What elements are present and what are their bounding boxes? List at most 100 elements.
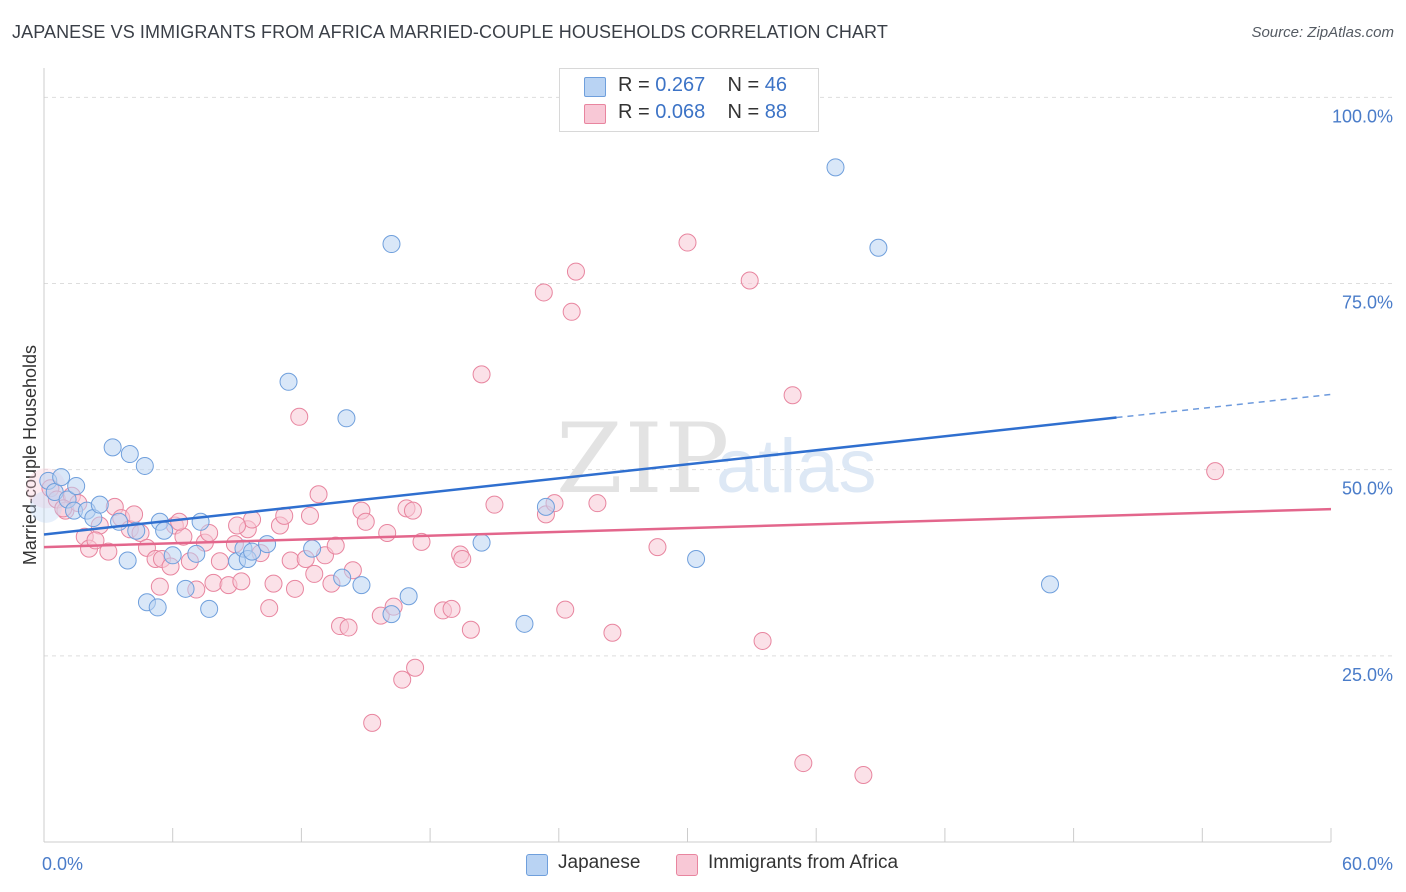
data-point-africa [150, 577, 169, 596]
data-point-africa [472, 365, 491, 384]
data-point-japanese [536, 497, 555, 516]
data-point-japanese [303, 539, 322, 558]
data-point-japanese [472, 533, 491, 552]
data-point-africa [1206, 462, 1225, 481]
legend-label-japanese: Japanese [558, 852, 641, 873]
data-point-japanese [382, 605, 401, 624]
data-point-africa [378, 523, 397, 542]
data-point-africa [339, 618, 358, 637]
watermark-zip: ZIP [556, 403, 731, 515]
trend-line-japanese-extension [1116, 393, 1332, 419]
data-point-japanese [155, 521, 174, 540]
legend-r-japanese: 0.267 [655, 74, 706, 96]
data-point-africa [562, 302, 581, 321]
data-point-japanese [127, 521, 146, 540]
data-point-japanese [163, 546, 182, 565]
data-point-africa [170, 512, 189, 531]
stats-legend: R = 0.267 N = 46 R = 0.068 N = 88 [559, 68, 819, 132]
data-point-japanese [258, 535, 277, 554]
data-point-japanese [337, 409, 356, 428]
data-point-africa [603, 623, 622, 642]
legend-swatch-japanese [584, 77, 606, 97]
watermark: ZIP atlas [556, 403, 877, 515]
chart-title: JAPANESE VS IMMIGRANTS FROM AFRICA MARRI… [12, 22, 888, 42]
data-point-japanese [352, 576, 371, 595]
source-credit: Source: ZipAtlas.com [1251, 24, 1394, 41]
data-point-africa [260, 599, 279, 618]
data-point-japanese [1041, 575, 1060, 594]
data-point-africa [264, 574, 283, 593]
data-point-africa [363, 713, 382, 732]
trend-line-japanese [43, 416, 1117, 536]
data-point-africa [356, 512, 375, 531]
data-point-japanese [869, 238, 888, 257]
data-point-africa [485, 495, 504, 514]
data-point-africa [556, 600, 575, 619]
data-point-japanese [67, 477, 86, 496]
y-tick-labels: 100.0% 75.0% 50.0% 25.0% [1332, 106, 1393, 684]
legend-r-africa: 0.068 [655, 101, 706, 123]
gridlines [44, 96, 1392, 657]
data-point-japanese [515, 614, 534, 633]
data-point-africa [406, 658, 425, 677]
trend-line-africa [43, 507, 1332, 549]
data-point-japanese [187, 544, 206, 563]
data-point-japanese [135, 456, 154, 475]
legend-swatch-japanese [526, 854, 548, 876]
data-point-africa [442, 599, 461, 618]
data-point-africa [648, 538, 667, 557]
legend-n-label: N = [727, 101, 760, 123]
data-point-japanese [148, 598, 167, 617]
legend-n-japanese: 46 [764, 74, 788, 96]
series-japanese-points [30, 158, 1060, 633]
legend-r-label: R = [618, 101, 650, 123]
data-point-africa [588, 494, 607, 513]
data-point-japanese [382, 235, 401, 254]
data-point-japanese [826, 158, 845, 177]
data-point-africa [125, 505, 144, 524]
data-point-japanese [103, 438, 122, 457]
x-tick-labels: 0.0% 60.0% [42, 854, 1393, 874]
data-point-africa [753, 631, 772, 650]
data-point-africa [412, 532, 431, 551]
data-point-africa [566, 262, 585, 281]
data-point-japanese [90, 495, 109, 514]
data-point-japanese [118, 551, 137, 570]
data-point-africa [290, 407, 309, 426]
data-point-japanese [176, 579, 195, 598]
data-point-africa [305, 564, 324, 583]
series-legend: Japanese Immigrants from Africa [0, 852, 1406, 878]
y-tick-label: 25.0% [1342, 665, 1393, 685]
y-tick-label: 100.0% [1332, 106, 1393, 126]
data-point-africa [453, 550, 472, 569]
legend-n-africa: 88 [764, 101, 788, 123]
data-point-africa [285, 579, 304, 598]
data-point-japanese [120, 445, 139, 464]
legend-swatch-africa [584, 104, 606, 124]
data-point-africa [204, 573, 223, 592]
data-point-africa [461, 620, 480, 639]
data-point-africa [854, 765, 873, 784]
data-point-africa [678, 233, 697, 252]
data-point-africa [393, 670, 412, 689]
data-point-africa [99, 542, 118, 561]
watermark-atlas: atlas [716, 424, 877, 509]
trend-lines [43, 393, 1332, 549]
data-point-africa [210, 552, 229, 571]
data-point-africa [228, 516, 247, 535]
data-point-africa [232, 572, 251, 591]
y-tick-label: 75.0% [1342, 293, 1393, 313]
data-point-japanese [687, 550, 706, 569]
axes [43, 68, 1332, 843]
data-point-japanese [52, 468, 71, 487]
data-point-japanese [279, 372, 298, 391]
legend-r-label: R = [618, 74, 650, 96]
data-point-africa [534, 283, 553, 302]
x-tick-label-max: 60.0% [1342, 854, 1393, 874]
data-point-africa [281, 551, 300, 570]
y-axis-title: Married-couple Households [20, 345, 40, 565]
legend-n-label: N = [727, 74, 760, 96]
data-point-japanese [399, 587, 418, 606]
data-point-africa [300, 506, 319, 525]
